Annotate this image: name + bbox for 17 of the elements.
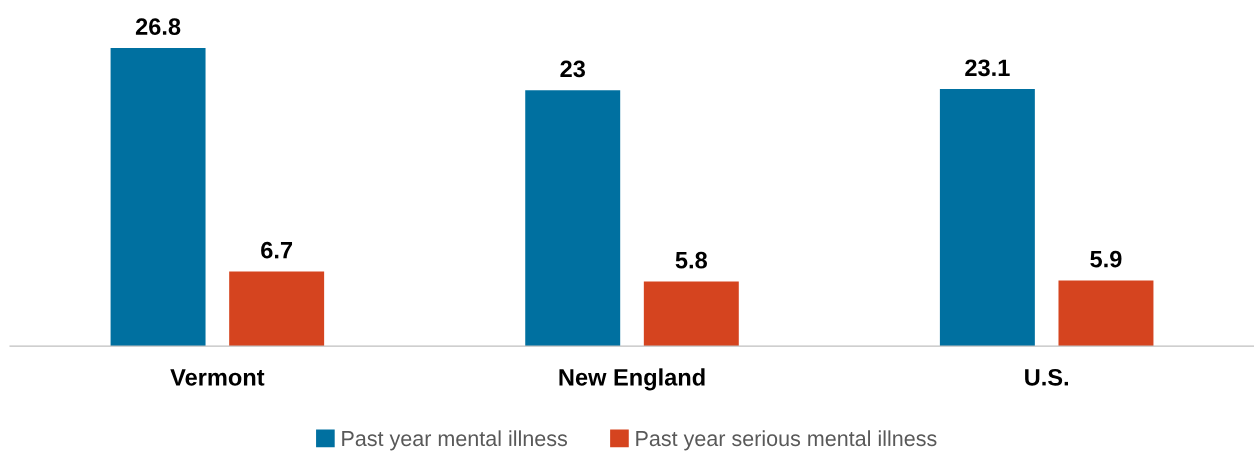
data-label: 6.7	[261, 241, 293, 259]
bar	[1058, 280, 1154, 347]
data-label: 23	[560, 60, 585, 78]
data-label: 23.1	[965, 59, 1010, 77]
x-tick-label: Vermont	[170, 369, 265, 386]
data-label: 5.9	[1090, 250, 1122, 268]
bar	[939, 89, 1035, 347]
legend-label: Past year serious mental illness	[636, 430, 937, 451]
bar	[525, 90, 621, 347]
legend-label: Past year mental illness	[342, 430, 568, 451]
bar	[643, 281, 739, 347]
data-label: 26.8	[135, 18, 181, 35]
bar	[229, 271, 325, 347]
x-tick-label: U.S.	[1025, 368, 1069, 386]
data-label: 5.8	[675, 251, 707, 269]
bar	[110, 47, 206, 347]
x-tick-label: New England	[559, 368, 705, 391]
